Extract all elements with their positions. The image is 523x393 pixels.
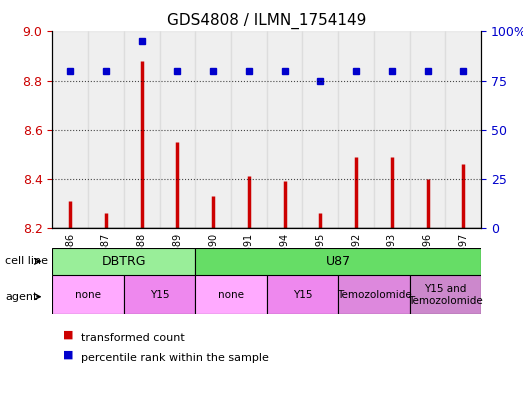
- Title: GDS4808 / ILMN_1754149: GDS4808 / ILMN_1754149: [167, 13, 367, 29]
- Text: transformed count: transformed count: [81, 333, 185, 343]
- Text: ■: ■: [63, 350, 73, 360]
- Bar: [374, 31, 410, 228]
- Bar: [88, 31, 124, 228]
- Bar: [124, 31, 160, 228]
- FancyBboxPatch shape: [338, 275, 410, 314]
- Text: Y15: Y15: [293, 290, 312, 300]
- Text: ■: ■: [63, 330, 73, 340]
- Text: Temozolomide: Temozolomide: [337, 290, 411, 300]
- Bar: [231, 31, 267, 228]
- Bar: [195, 31, 231, 228]
- Text: none: none: [75, 290, 101, 300]
- FancyBboxPatch shape: [52, 275, 124, 314]
- Text: cell line: cell line: [5, 256, 48, 266]
- Text: agent: agent: [5, 292, 38, 302]
- Bar: [160, 31, 195, 228]
- Bar: [267, 31, 302, 228]
- FancyBboxPatch shape: [195, 248, 481, 275]
- Text: Y15: Y15: [150, 290, 169, 300]
- Text: U87: U87: [326, 255, 351, 268]
- Bar: [410, 31, 446, 228]
- Text: none: none: [218, 290, 244, 300]
- Text: percentile rank within the sample: percentile rank within the sample: [81, 353, 269, 363]
- Text: DBTRG: DBTRG: [101, 255, 146, 268]
- FancyBboxPatch shape: [410, 275, 481, 314]
- Bar: [446, 31, 481, 228]
- FancyBboxPatch shape: [124, 275, 195, 314]
- Text: Y15 and
Temozolomide: Y15 and Temozolomide: [408, 284, 483, 305]
- Bar: [338, 31, 374, 228]
- FancyBboxPatch shape: [267, 275, 338, 314]
- Bar: [302, 31, 338, 228]
- FancyBboxPatch shape: [52, 248, 195, 275]
- Bar: [52, 31, 88, 228]
- FancyBboxPatch shape: [195, 275, 267, 314]
